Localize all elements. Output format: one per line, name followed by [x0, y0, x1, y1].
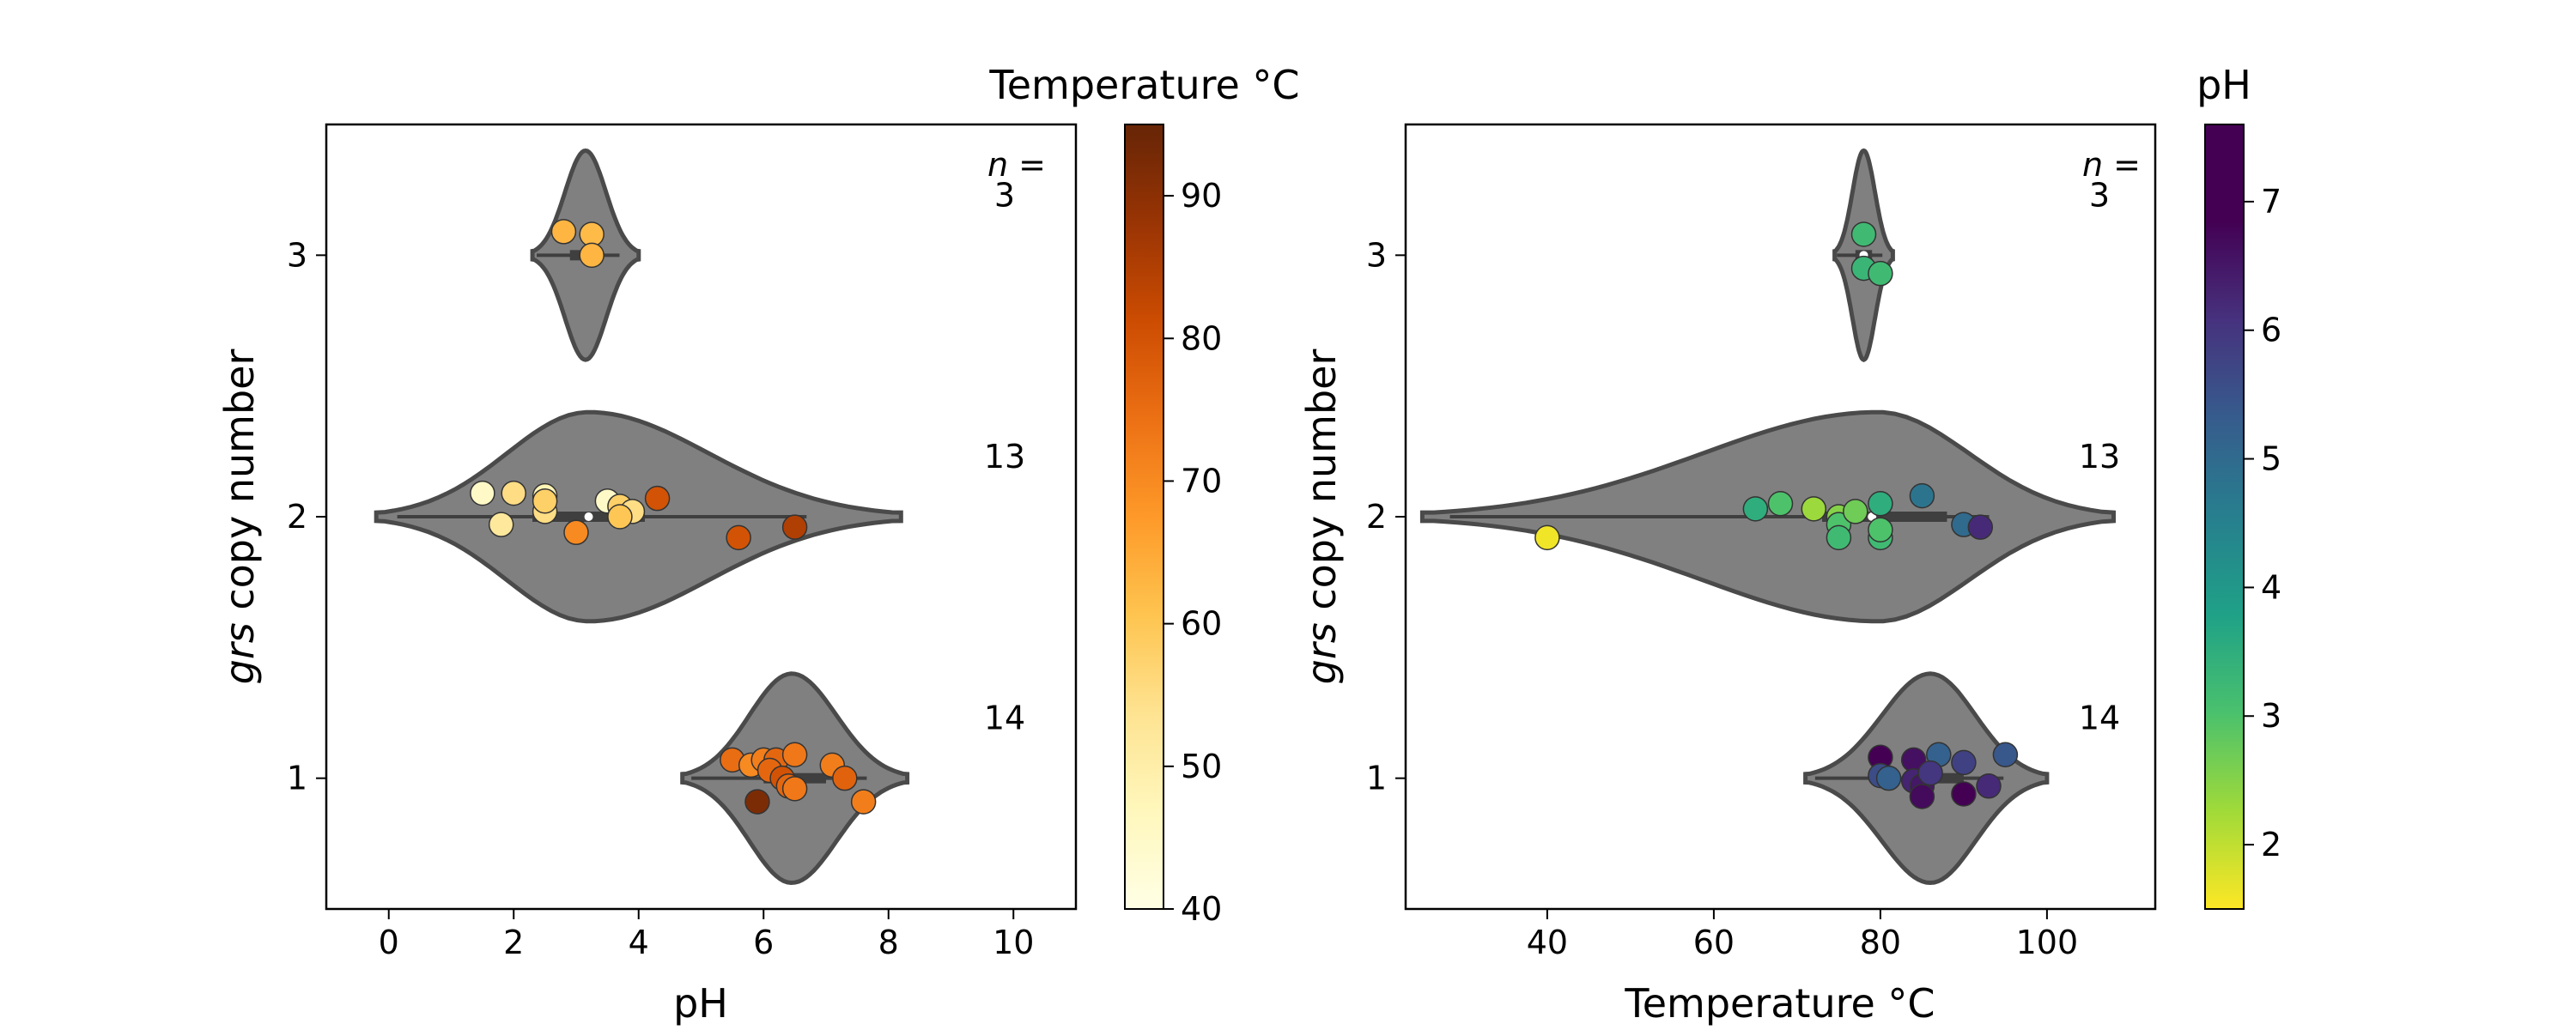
colorbar-tick-label: 40	[1181, 890, 1222, 928]
data-point	[726, 524, 751, 551]
data-point	[1992, 742, 2019, 767]
data-point	[1976, 773, 2002, 799]
n-label-temperature: n =	[2082, 146, 2141, 184]
data-point	[1951, 749, 1977, 776]
y-tick-label: 1	[287, 760, 307, 797]
colorbar-tick-label: 70	[1181, 462, 1222, 500]
y-axis-label-ph: grs copy number	[216, 349, 263, 685]
colorbar-tick-label: 7	[2261, 183, 2281, 221]
colorbar-title-temperature: Temperature °C	[988, 62, 1299, 108]
colorbar-tick-label: 3	[2261, 697, 2281, 735]
data-point	[1868, 491, 1893, 517]
colorbar-tick-label: 5	[2261, 440, 2281, 478]
x-tick-label: 10	[993, 924, 1034, 961]
data-point	[1909, 784, 1935, 809]
x-tick-label: 8	[878, 924, 899, 961]
x-tick-label: 2	[503, 924, 524, 961]
data-point	[781, 742, 808, 767]
data-point	[1843, 499, 1868, 524]
plot-area-temperature: 3 13 14	[1419, 148, 2120, 886]
x-tick-label: 80	[1860, 924, 1901, 961]
x-tick-label: 60	[1693, 924, 1735, 961]
n-value-2: 13	[2079, 438, 2120, 476]
data-point	[1868, 260, 1893, 287]
x-tick-label: 100	[2016, 924, 2079, 961]
n-value-1: 14	[984, 700, 1025, 737]
n-value-3: 3	[2089, 176, 2110, 214]
data-point	[850, 789, 877, 815]
n-value-2: 13	[984, 438, 1025, 476]
colorbar-title-ph: pH	[2196, 62, 2251, 108]
data-point	[1967, 514, 1994, 540]
colorbar-tick-label: 6	[2261, 312, 2281, 349]
data-point	[488, 512, 514, 537]
colorbar-tick-label: 80	[1181, 319, 1222, 357]
n-label-ph: n =	[987, 146, 1046, 184]
data-point	[1801, 496, 1827, 522]
colorbar-tick-label: 90	[1181, 177, 1222, 215]
data-point	[1868, 517, 1893, 542]
data-point	[501, 480, 526, 506]
panel-temperature: 3 13 14 n = 40 60 80 100 1 2 3 Temperature °C gr…	[1298, 62, 2281, 1027]
data-point	[1917, 760, 1943, 786]
data-point	[1909, 482, 1935, 509]
data-point	[744, 789, 770, 815]
data-point	[579, 242, 605, 269]
colorbar-tick-label: 50	[1181, 748, 1222, 785]
y-tick-label: 3	[287, 236, 307, 274]
data-point	[1534, 524, 1560, 551]
x-axis-label-temperature: Temperature °C	[1624, 980, 1935, 1027]
y-tick-label: 1	[1366, 760, 1387, 797]
plot-area-ph: 3 13 14	[374, 148, 1025, 886]
violin-median-2	[584, 512, 593, 521]
data-point	[1826, 524, 1852, 551]
data-point	[781, 514, 808, 540]
y-tick-label: 3	[1366, 236, 1387, 274]
x-axis-label-ph: pH	[673, 980, 728, 1027]
colorbar-ticks-ph: 2 3 4 5 6 7	[2244, 183, 2281, 863]
data-point	[563, 519, 589, 546]
y-tick-label: 2	[1366, 498, 1387, 536]
x-tick-label: 0	[379, 924, 399, 961]
data-point	[607, 504, 633, 530]
data-point	[1742, 496, 1769, 522]
data-point	[1767, 491, 1794, 517]
n-value-1: 14	[2079, 700, 2120, 737]
colorbar-temperature	[1124, 124, 1164, 910]
colorbar-tick-label: 60	[1181, 605, 1222, 643]
axes-temperature: 40 60 80 100 1 2 3	[1366, 236, 2078, 961]
n-value-3: 3	[994, 176, 1015, 214]
data-point	[1951, 781, 1977, 807]
data-point	[532, 488, 558, 514]
colorbar-tick-label: 2	[2261, 826, 2281, 863]
data-point	[832, 765, 858, 791]
x-tick-label: 4	[629, 924, 649, 961]
data-point	[644, 485, 671, 512]
colorbar-ticks-temperature: 40 50 60 70 80 90	[1163, 177, 1222, 928]
y-tick-label: 2	[287, 498, 307, 536]
data-point	[1850, 221, 1877, 247]
data-point	[781, 776, 808, 802]
data-point	[470, 480, 495, 506]
colorbar-tick-label: 4	[2261, 568, 2281, 606]
colorbar-ph	[2204, 124, 2245, 910]
x-tick-label: 6	[753, 924, 774, 961]
data-point	[550, 219, 577, 245]
data-point	[1875, 765, 1902, 791]
x-tick-label: 40	[1527, 924, 1568, 961]
y-axis-label-temperature: grs copy number	[1298, 349, 1345, 685]
